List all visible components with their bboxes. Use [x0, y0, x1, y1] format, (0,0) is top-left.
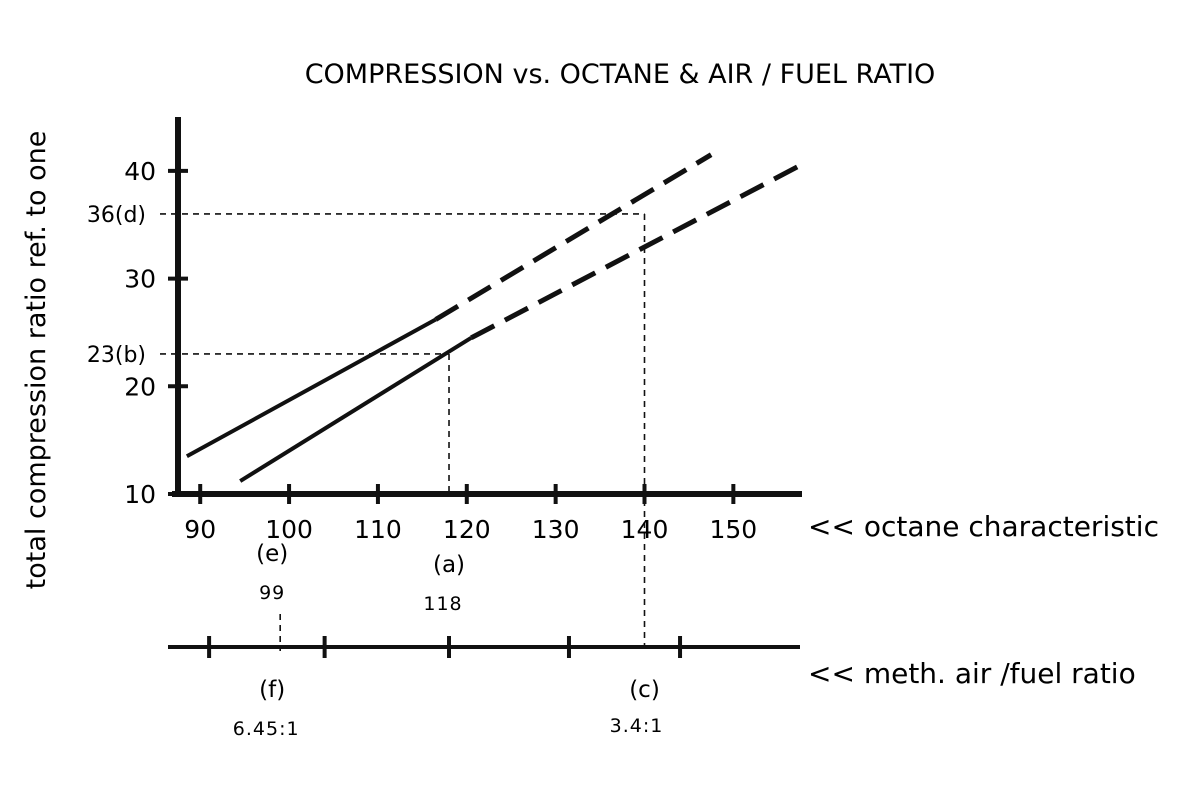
y-tick-label: 30: [124, 265, 156, 294]
x-tick-label: 90: [184, 515, 216, 544]
ref-value-f: 6.45:1: [233, 718, 300, 740]
ref-value-a: 118: [423, 593, 462, 615]
ref-label-d: 36(d): [87, 203, 146, 228]
series-2-solid-line: [239, 336, 473, 483]
x-tick-label: 110: [354, 515, 402, 544]
ref-label-b: 23(b): [87, 343, 146, 368]
ref-value-e: 99: [259, 582, 285, 604]
ref-label-e: (e): [256, 541, 288, 567]
ref-label-c: (c): [629, 677, 660, 703]
x-tick-label: 100: [265, 515, 313, 544]
y-ticks: 10 20 30 40: [124, 157, 188, 509]
x-ticks: 90 100 110 120 130 140 150: [184, 484, 757, 544]
chart-title: COMPRESSION vs. OCTANE & AIR / FUEL RATI…: [305, 59, 936, 90]
series-1-solid-line: [185, 317, 437, 459]
reference-labels: 23(b) 36(d) (a) 118 (e) 99 (f) 6.45:1 (c) 3.4:1: [87, 203, 664, 740]
series-lines: [185, 152, 802, 483]
x-tick-label: 140: [621, 515, 669, 544]
air-fuel-axis-label: << meth. air /fuel ratio: [808, 657, 1136, 690]
ref-label-a: (a): [433, 552, 465, 578]
y-tick-label: 10: [124, 480, 156, 509]
x-tick-label: 120: [443, 515, 491, 544]
series-1-dashed-line: [434, 152, 713, 322]
y-tick-label: 40: [124, 157, 156, 186]
x-tick-label: 150: [709, 515, 757, 544]
y-axis-label: total compression ratio ref. to one: [21, 131, 52, 590]
reference-lines: [160, 213, 646, 653]
y-tick-label: 20: [124, 372, 156, 401]
x-tick-label: 130: [532, 515, 580, 544]
series-2-dashed-line: [470, 163, 802, 341]
ref-value-c: 3.4:1: [610, 715, 664, 737]
x-axis-label: << octane characteristic: [808, 510, 1159, 543]
air-fuel-ticks: [207, 636, 683, 658]
ref-label-f: (f): [259, 677, 285, 703]
